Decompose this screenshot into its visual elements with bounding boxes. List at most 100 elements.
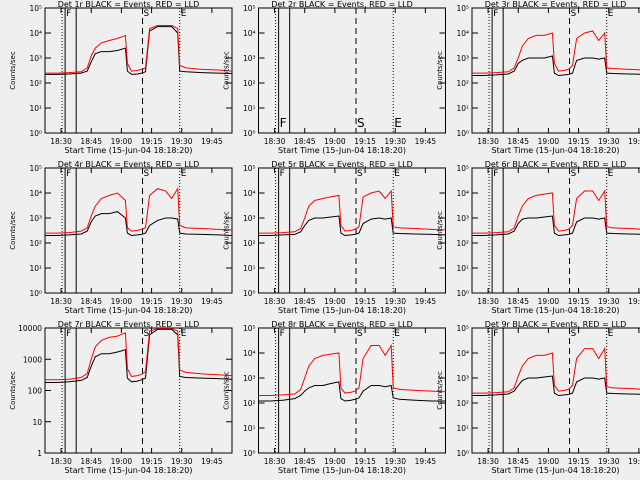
y-axis-label: Counts/sec: [9, 211, 17, 250]
y-tick-label: 10²: [29, 79, 42, 88]
y-tick-label: 10²: [243, 79, 256, 88]
x-axis-label: Start Time (15-Jun-04 18:18:20): [65, 306, 193, 315]
y-tick-label: 10¹: [243, 104, 256, 113]
y-tick-label: 10¹: [456, 424, 469, 433]
y-tick-label: 10⁵: [243, 164, 256, 173]
event-label: S: [144, 329, 150, 339]
x-axis-label: Start Time (15-Jun-04 18:18:20): [492, 466, 620, 475]
plot-frame: [258, 327, 446, 454]
panel: Det 7r BLACK = Events, RED = LLD Start Ti…: [9, 320, 233, 475]
event-label: E: [608, 329, 614, 339]
y-tick-label: 10000: [18, 324, 42, 333]
y-tick-label: 10⁵: [29, 4, 42, 13]
event-label: E: [181, 169, 187, 179]
panel-title: Det 6r BLACK = Events, RED = LLD: [485, 160, 627, 169]
event-label: S: [571, 169, 577, 179]
y-tick-label: 10⁴: [29, 29, 42, 38]
y-tick-label: 1000: [23, 355, 42, 364]
x-tick-label: 18:45: [294, 457, 316, 466]
x-tick-label: 18:30: [477, 137, 499, 146]
y-tick-label: 10⁴: [243, 29, 256, 38]
panel-title: Det 8r BLACK = Events, RED = LLD: [271, 320, 413, 329]
plot-frame: [258, 7, 446, 134]
event-label: F: [280, 169, 285, 179]
plot-frame: [471, 7, 640, 134]
x-tick-label: 19:00: [538, 137, 560, 146]
plot-frame: [44, 327, 233, 454]
y-tick-label: 10³: [456, 214, 469, 223]
y-tick-label: 10²: [456, 239, 469, 248]
x-tick-label: 19:45: [628, 137, 640, 146]
panel-title: Det 5r BLACK = Events, RED = LLD: [271, 160, 413, 169]
plot-frame: [44, 167, 233, 294]
series-line: [472, 30, 640, 74]
series-line: [45, 25, 232, 74]
y-tick-label: 10³: [29, 54, 42, 63]
event-label: F: [66, 329, 71, 339]
y-tick-label: 10⁴: [29, 189, 42, 198]
event-label: S: [357, 329, 363, 339]
event-label: S: [571, 9, 577, 19]
x-tick-label: 19:30: [171, 297, 193, 306]
event-label: S: [571, 329, 577, 339]
x-axis-label: Start Time (15-Jun-04 18:18:20): [65, 146, 193, 155]
y-tick-label: 10⁴: [243, 349, 256, 358]
y-axis-label: Counts/sec: [9, 51, 17, 90]
y-tick-label: 10³: [243, 374, 256, 383]
y-tick-label: 10⁵: [29, 164, 42, 173]
event-label: F: [493, 329, 498, 339]
y-tick-label: 10²: [243, 399, 256, 408]
y-tick-label: 10¹: [243, 264, 256, 273]
event-label: S: [357, 169, 363, 179]
panel-title: Det 7r BLACK = Events, RED = LLD: [58, 320, 200, 329]
panel: Det 9r BLACK = Events, RED = LLD Start Ti…: [436, 320, 640, 475]
x-axis-label: Start Time (15-Jun-04 18:18:20): [278, 146, 406, 155]
y-tick-label: 10¹: [243, 424, 256, 433]
y-tick-label: 10⁰: [456, 129, 469, 138]
y-tick-label: 10³: [456, 54, 469, 63]
x-tick-label: 19:30: [384, 137, 406, 146]
panel-title: Det 1r BLACK = Events, RED = LLD: [58, 0, 200, 9]
event-label: F: [280, 116, 287, 130]
series-line: [45, 186, 232, 234]
event-label: E: [181, 329, 187, 339]
event-label: F: [280, 329, 285, 339]
x-tick-label: 18:45: [507, 457, 529, 466]
y-tick-label: 10⁰: [29, 129, 42, 138]
y-axis-label: Counts/sec: [223, 211, 231, 250]
series-line: [472, 189, 640, 234]
y-tick-label: 10²: [29, 239, 42, 248]
panel: Det 3r BLACK = Events, RED = LLD Start Ti…: [436, 0, 640, 155]
x-tick-label: 18:45: [80, 457, 102, 466]
y-tick-label: 10⁰: [243, 129, 256, 138]
panel-title: Det 3r BLACK = Events, RED = LLD: [485, 0, 627, 9]
plot-frame: [44, 7, 233, 134]
event-label: S: [144, 169, 150, 179]
y-tick-label: 10⁴: [456, 349, 469, 358]
event-label: E: [608, 169, 614, 179]
x-tick-label: 19:15: [354, 137, 376, 146]
y-tick-label: 10¹: [456, 104, 469, 113]
x-tick-label: 19:00: [111, 137, 133, 146]
series-line: [45, 328, 232, 383]
event-label: F: [66, 169, 71, 179]
x-tick-label: 19:30: [598, 137, 620, 146]
x-tick-label: 18:30: [264, 457, 286, 466]
y-tick-label: 10²: [456, 79, 469, 88]
x-tick-label: 19:15: [568, 297, 590, 306]
x-tick-label: 18:45: [80, 137, 102, 146]
event-label: E: [394, 169, 400, 179]
y-tick-label: 1: [37, 449, 42, 458]
x-tick-label: 19:15: [354, 457, 376, 466]
x-tick-label: 19:30: [171, 137, 193, 146]
event-label: S: [144, 9, 150, 19]
x-tick-label: 19:00: [324, 137, 346, 146]
x-axis-label: Start Time (15-Jun-04 18:18:20): [278, 306, 406, 315]
x-tick-label: 18:30: [477, 457, 499, 466]
panel: Det 1r BLACK = Events, RED = LLD Start Ti…: [9, 0, 233, 155]
panel: Det 2r BLACK = Events, RED = LLD Start Ti…: [223, 0, 446, 155]
x-axis-label: Start Time (15-Jun-04 18:18:20): [492, 306, 620, 315]
y-axis-label: Counts/sec: [223, 371, 231, 410]
